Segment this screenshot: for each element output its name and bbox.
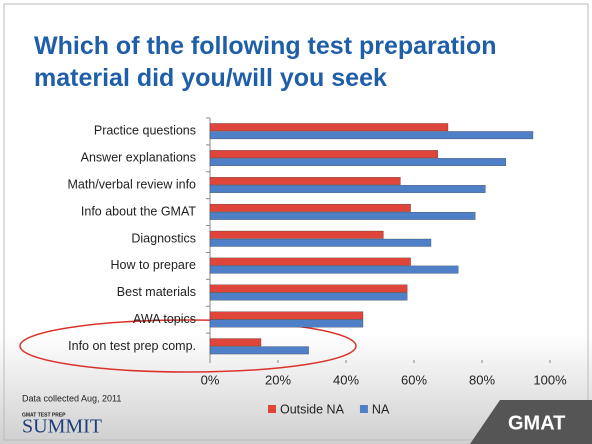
y-tick-label: Practice questions: [94, 124, 196, 138]
bar: [209, 346, 309, 355]
y-tick-label: Info on test prep comp.: [68, 339, 196, 353]
bar: [209, 158, 506, 166]
bar: [209, 131, 534, 140]
highlight-ellipse: [19, 319, 357, 373]
x-tick-label: 100%: [533, 372, 567, 387]
x-tick-label: 60%: [401, 372, 427, 387]
y-tick-label: Math/verbal review info: [67, 178, 196, 192]
bar: [209, 265, 459, 274]
y-tick-label: Info about the GMAT: [81, 204, 196, 218]
logo: GMAT: [508, 412, 565, 434]
bar: [209, 150, 438, 158]
bar: [209, 319, 364, 328]
y-tick-label: Diagnostics: [131, 231, 196, 245]
bar: [209, 230, 384, 239]
bar: [209, 177, 401, 185]
brand-name: SUMMIT: [22, 416, 102, 438]
bar: [209, 284, 408, 293]
chart-title: Which of the following test preparation …: [34, 32, 497, 92]
y-tick-label: Best materials: [117, 285, 196, 299]
x-tick-label: 20%: [265, 372, 291, 387]
legend-label: NA: [372, 402, 390, 416]
bar: [209, 292, 408, 301]
bar: [209, 203, 411, 212]
x-tick-label: 40%: [333, 372, 359, 387]
x-tick-label: 0%: [201, 372, 220, 387]
y-tick-label: AWA topics: [133, 312, 196, 326]
x-tick-label: 80%: [469, 372, 495, 387]
y-tick-label: Answer explanations: [81, 151, 196, 165]
slide-border: [3, 3, 589, 441]
legend-swatch: [359, 405, 368, 413]
footnote: Data collected Aug, 2011: [22, 393, 121, 403]
legend-label: Outside NA: [280, 402, 345, 416]
bar: [209, 185, 486, 193]
bar: [209, 123, 449, 132]
logo-band: [470, 400, 592, 444]
brand-small: GMAT TEST PREP: [22, 412, 66, 418]
legend-swatch: [268, 405, 276, 413]
bar: [209, 311, 364, 320]
y-tick-label: How to prepare: [111, 258, 197, 272]
bar: [209, 238, 432, 247]
bar: [209, 211, 476, 220]
bar: [209, 338, 262, 347]
bar: [209, 257, 411, 266]
